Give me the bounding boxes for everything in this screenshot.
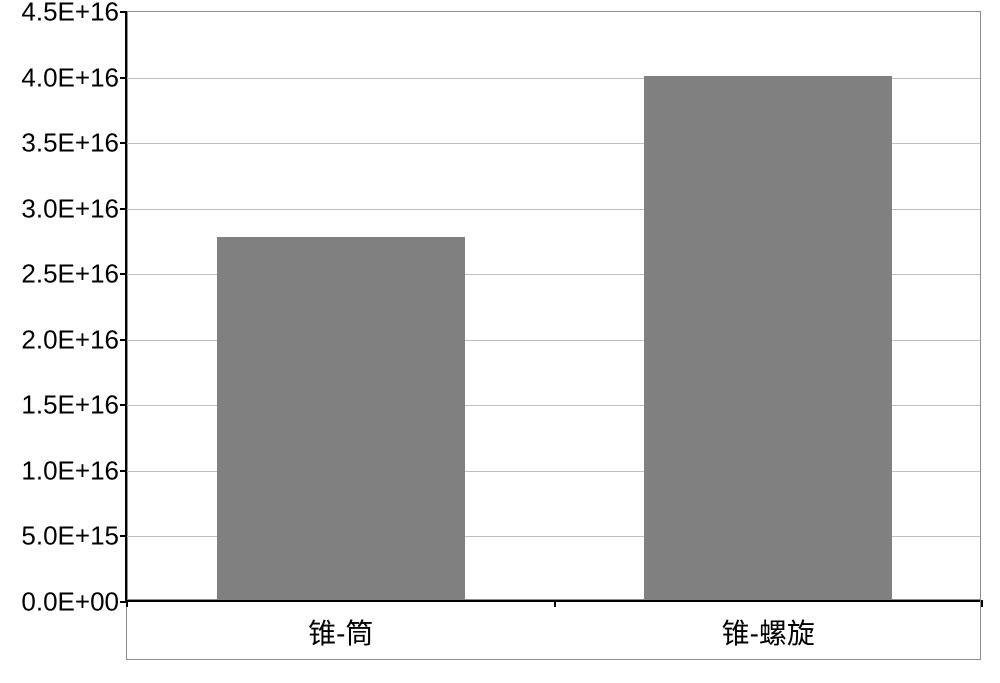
x-tick-label: 锥-螺旋 [722, 600, 815, 652]
x-tick-label: 锥-筒 [308, 600, 373, 652]
x-tick-mark [554, 600, 556, 607]
y-tick-label: 3.5E+16 [21, 128, 127, 159]
y-tick-label: 4.5E+16 [21, 0, 127, 28]
bar [217, 237, 465, 600]
x-tick-mark [981, 600, 983, 607]
y-tick-label: 5.0E+15 [21, 521, 127, 552]
x-axis-box [126, 600, 981, 660]
y-tick-label: 1.0E+16 [21, 455, 127, 486]
y-tick-label: 2.0E+16 [21, 324, 127, 355]
bar-chart: 0.0E+00 5.0E+15 1.0E+16 1.5E+16 2.0E+16 2.5E+… [0, 0, 1000, 683]
y-tick-label: 1.5E+16 [21, 390, 127, 421]
plot-area: 0.0E+005.0E+151.0E+161.5E+162.0E+162.5E+… [125, 12, 980, 602]
x-tick-mark [126, 600, 128, 607]
y-tick-label: 3.0E+16 [21, 193, 127, 224]
y-tick-label: 4.0E+16 [21, 62, 127, 93]
y-tick-label: 0.0E+00 [21, 587, 127, 618]
bar [644, 76, 892, 600]
y-tick-label: 2.5E+16 [21, 259, 127, 290]
